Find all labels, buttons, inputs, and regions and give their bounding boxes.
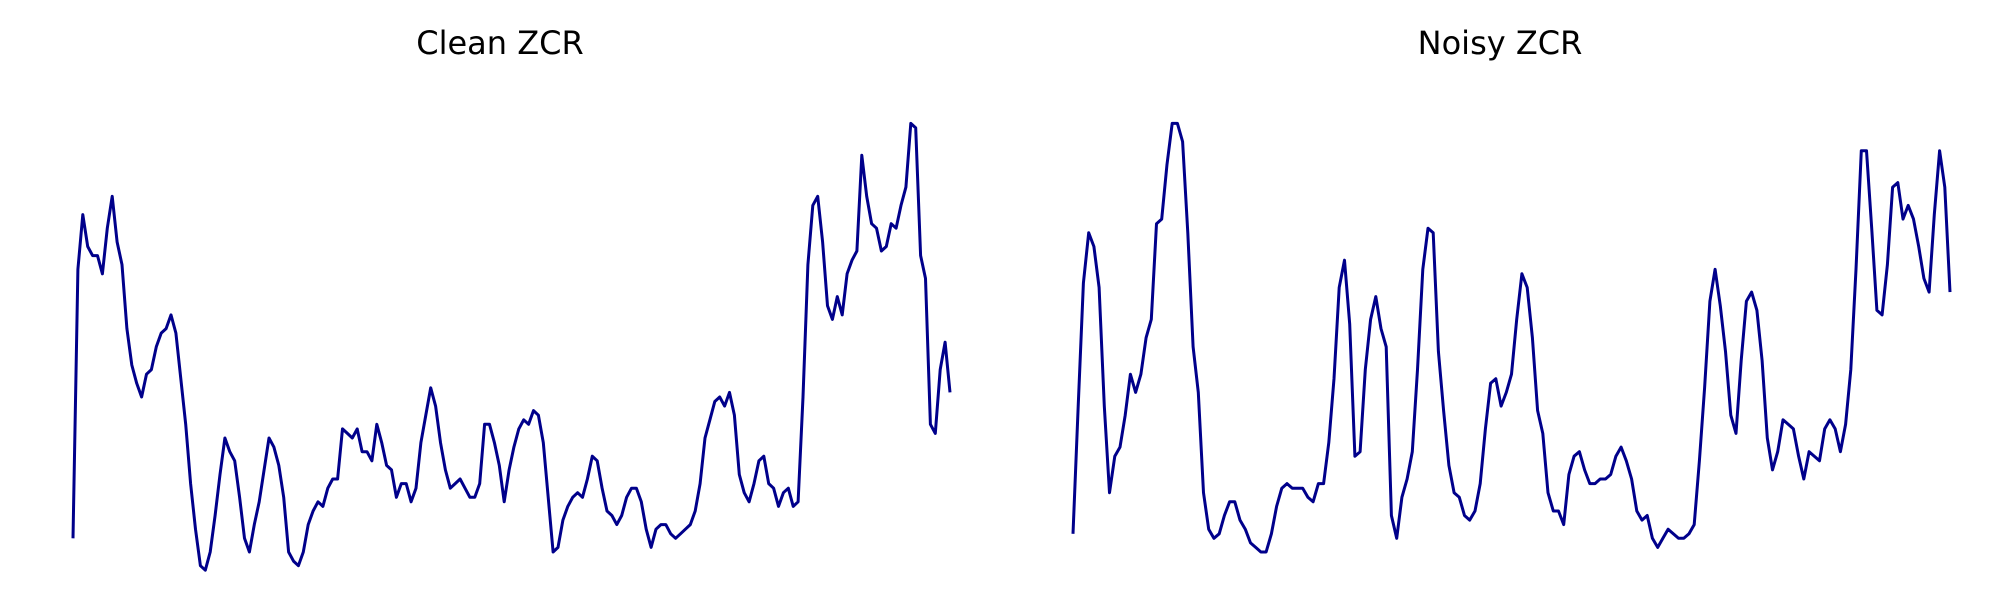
series-line <box>1073 123 1950 552</box>
series-line <box>73 123 950 570</box>
chart-panel-clean: Clean ZCR <box>0 0 1000 600</box>
chart-panel-noisy: Noisy ZCR <box>1000 0 2000 600</box>
chart-plot-clean <box>0 0 1000 600</box>
chart-plot-noisy <box>1000 0 2000 600</box>
